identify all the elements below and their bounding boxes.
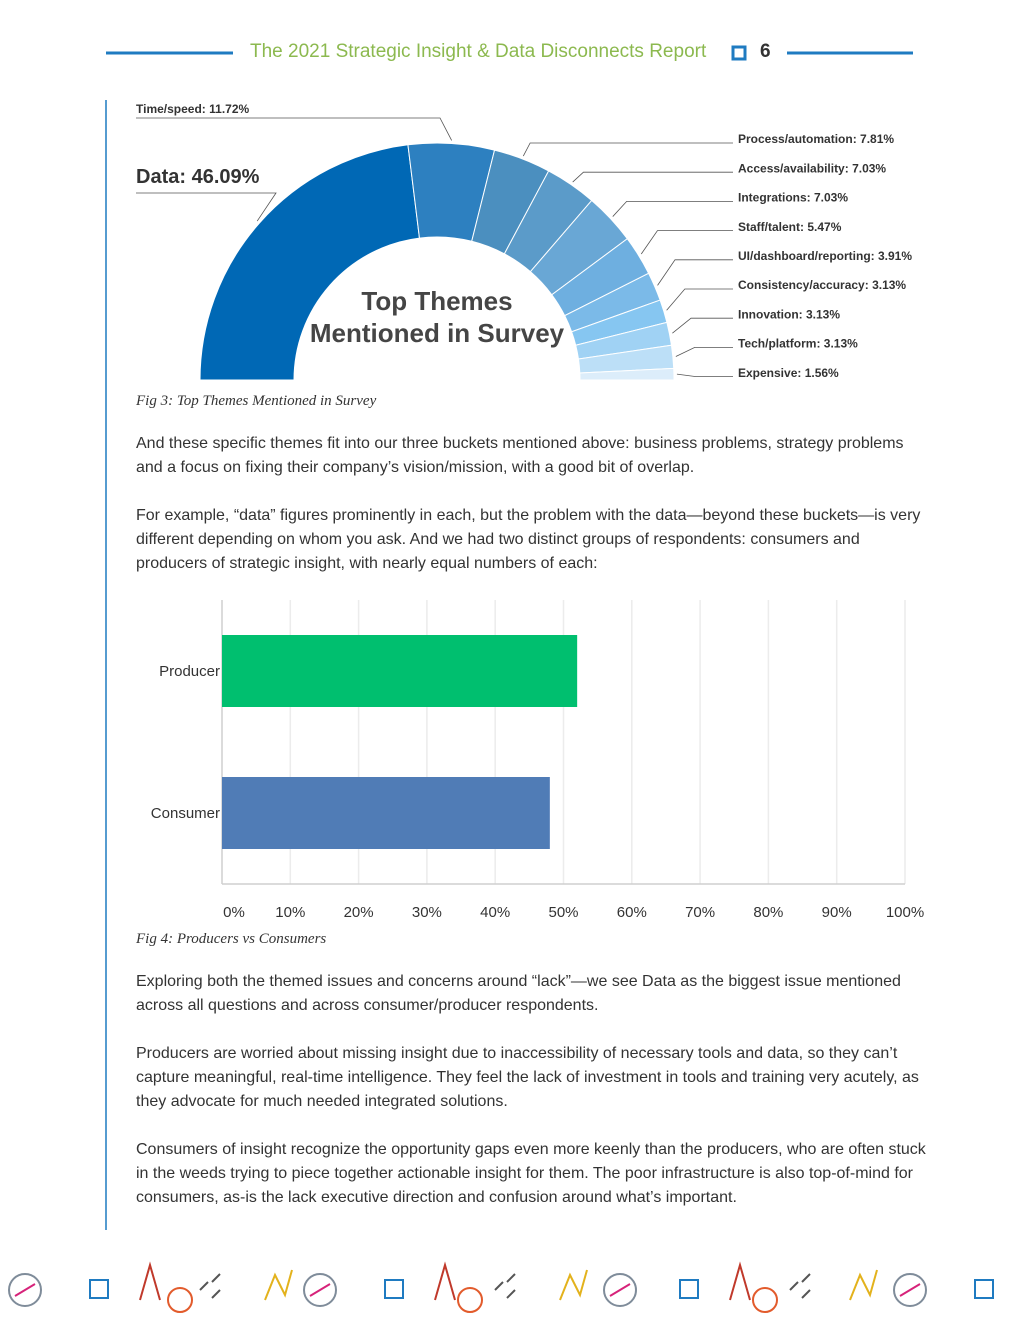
- figure-caption: Fig 3: Top Themes Mentioned in Survey: [136, 393, 377, 409]
- x-tick-label: 70%: [685, 904, 715, 921]
- x-tick-label: 40%: [480, 904, 510, 921]
- footer-decoration: [8, 1261, 994, 1313]
- paragraph: Consumers of insight recognize the oppor…: [136, 1141, 926, 1206]
- x-tick-label: 80%: [753, 904, 783, 921]
- header-icon: [731, 45, 747, 61]
- paragraph: And these specific themes fit into our t…: [136, 435, 904, 476]
- x-tick-label: 0%: [223, 904, 245, 921]
- x-tick-label: 10%: [275, 904, 305, 921]
- slice-label: Time/speed: 11.72%: [136, 102, 250, 116]
- leader-line: [672, 317, 733, 334]
- slice-label: Tech/platform: 3.13%: [738, 337, 858, 351]
- slice-label: UI/dashboard/reporting: 3.91%: [738, 249, 912, 263]
- leader-line: [136, 117, 453, 141]
- slice-label: Staff/talent: 5.47%: [738, 220, 842, 234]
- pie-slice: [579, 367, 675, 381]
- leader-line: [640, 230, 733, 255]
- bar: [222, 777, 550, 849]
- header-title: The 2021 Strategic Insight & Data Discon…: [250, 41, 707, 62]
- leader-line: [136, 192, 277, 222]
- paragraph: Exploring both the themed issues and con…: [136, 973, 901, 1014]
- x-tick-label: 50%: [548, 904, 578, 921]
- slice-label: Data: 46.09%: [136, 166, 260, 188]
- slice-label: Expensive: 1.56%: [738, 366, 839, 380]
- slice-label: Consistency/accuracy: 3.13%: [738, 278, 906, 292]
- bar: [222, 635, 578, 707]
- pie-slice: [199, 144, 421, 381]
- x-tick-label: 20%: [344, 904, 374, 921]
- leader-line: [657, 259, 733, 286]
- x-tick-label: 60%: [617, 904, 647, 921]
- y-tick-label: Producer: [159, 663, 220, 680]
- slice-label: Integrations: 7.03%: [738, 191, 848, 205]
- leader-line: [522, 142, 733, 157]
- paragraph: Producers are worried about missing insi…: [136, 1045, 919, 1110]
- leader-line: [675, 346, 733, 357]
- paragraph: For example, “data” figures prominently …: [136, 507, 921, 572]
- page-number: 6: [760, 41, 771, 62]
- slice-label: Access/availability: 7.03%: [738, 161, 886, 175]
- slice-label: Process/automation: 7.81%: [738, 132, 894, 146]
- x-tick-label: 100%: [886, 904, 924, 921]
- leader-line: [676, 373, 733, 378]
- x-tick-label: 90%: [822, 904, 852, 921]
- x-tick-label: 30%: [412, 904, 442, 921]
- leader-line: [572, 171, 733, 183]
- leader-line: [612, 200, 733, 217]
- figure-caption: Fig 4: Producers vs Consumers: [136, 931, 327, 947]
- leader-line: [666, 288, 733, 311]
- chart-title: Mentioned in Survey: [310, 318, 565, 348]
- slice-label: Innovation: 3.13%: [738, 307, 840, 321]
- chart-title: Top Themes: [361, 286, 512, 316]
- y-tick-label: Consumer: [151, 805, 220, 822]
